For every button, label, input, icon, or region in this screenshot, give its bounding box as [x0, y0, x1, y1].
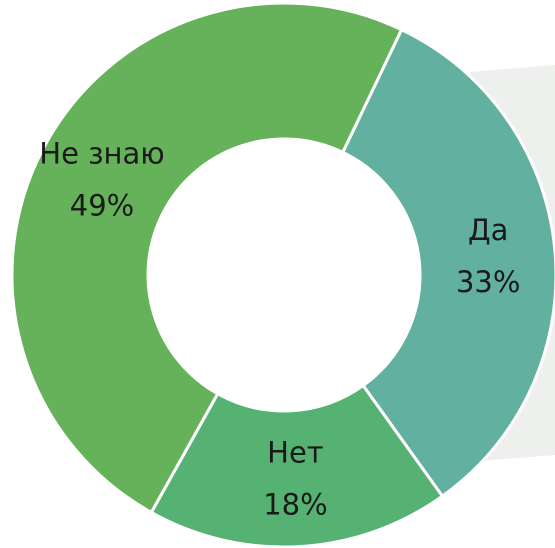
donut-segment	[340, 27, 555, 499]
donut-segment	[10, 1, 404, 515]
segment-label: Да	[468, 213, 508, 247]
segment-label: Нет	[267, 436, 324, 470]
segment-value-label: 18%	[263, 488, 327, 522]
donut-segment	[149, 383, 445, 548]
segment-value-label: 49%	[70, 189, 134, 223]
segment-label: Не знаю	[39, 137, 164, 171]
segment-value-label: 33%	[456, 265, 520, 299]
